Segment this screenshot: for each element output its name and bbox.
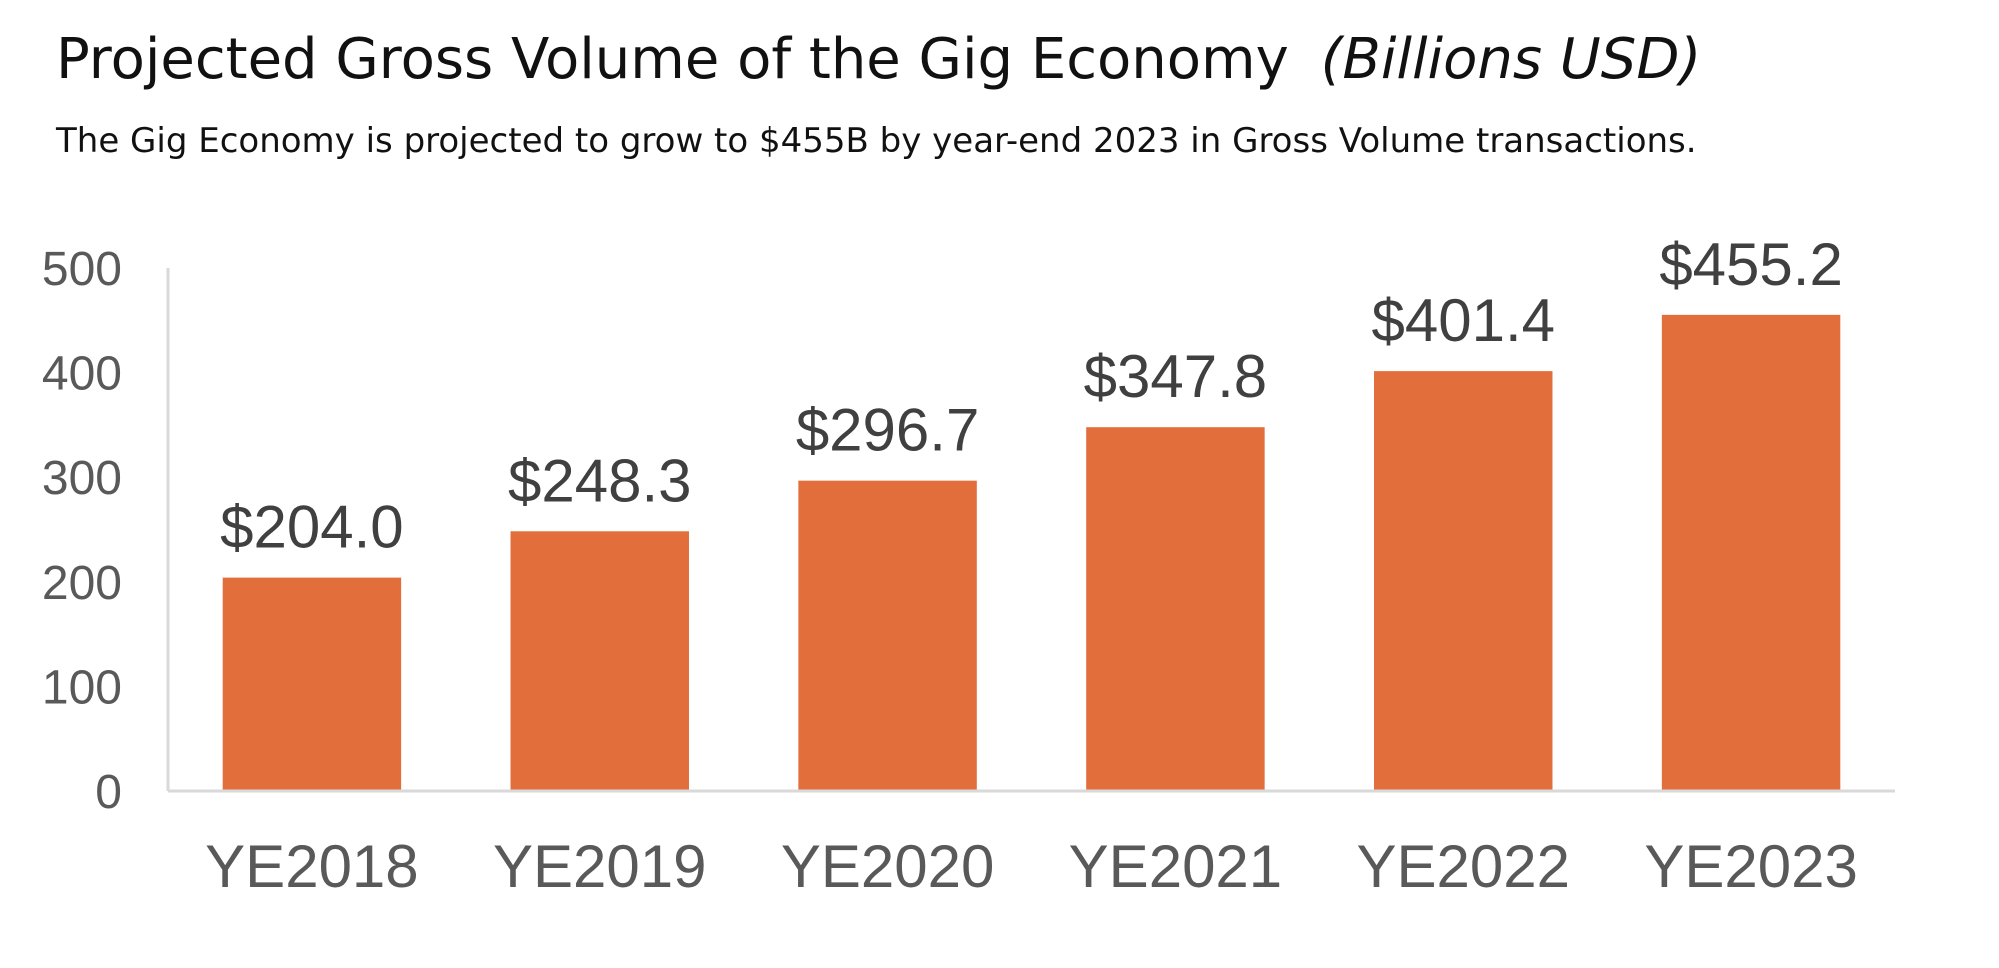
bar-ye2018 — [222, 577, 402, 791]
x-tick-label-ye2023: YE2023 — [1644, 833, 1858, 900]
chart-title: Projected Gross Volume of the Gig Econom… — [56, 27, 1701, 92]
data-label-ye2018: $204.0 — [220, 494, 404, 561]
bar-ye2020 — [798, 480, 977, 791]
x-tick-label-ye2020: YE2020 — [781, 833, 995, 900]
bar-ye2023 — [1661, 314, 1841, 791]
data-labels-group: $204.0 $248.3 $296.7 $347.8 $401.4 $455.2 — [220, 231, 1843, 561]
x-tick-label-ye2022: YE2022 — [1356, 833, 1570, 900]
x-tick-label-ye2019: YE2019 — [493, 833, 707, 900]
y-tick-label: 500 — [42, 243, 122, 296]
data-label-ye2021: $347.8 — [1084, 343, 1268, 410]
y-tick-label: 0 — [95, 766, 122, 819]
y-tick-label: 300 — [42, 452, 122, 505]
y-tick-label: 200 — [42, 557, 122, 610]
y-tick-label: 400 — [42, 348, 122, 401]
bar-ye2019 — [510, 531, 689, 791]
y-tick-label: 100 — [42, 661, 122, 714]
x-tick-label-ye2018: YE2018 — [205, 833, 419, 900]
data-label-ye2022: $401.4 — [1371, 287, 1555, 354]
data-label-ye2023: $455.2 — [1659, 231, 1843, 298]
axes-group — [166, 268, 1895, 793]
bar-ye2021 — [1086, 427, 1265, 791]
x-tick-label-ye2021: YE2021 — [1069, 833, 1283, 900]
data-label-ye2019: $248.3 — [508, 447, 692, 514]
data-label-ye2020: $296.7 — [796, 397, 980, 464]
y-axis-ticks: 0 100 200 300 400 500 — [42, 243, 122, 819]
chart-title-main: Projected Gross Volume of the Gig Econom… — [56, 27, 1289, 92]
bars-group — [222, 314, 1841, 791]
x-axis-labels: YE2018 YE2019 YE2020 YE2021 YE2022 YE2023 — [205, 833, 1858, 900]
bar-ye2022 — [1374, 371, 1553, 791]
chart-subtitle: The Gig Economy is projected to grow to … — [55, 121, 1697, 161]
chart-title-unit: (Billions USD) — [1321, 27, 1702, 92]
